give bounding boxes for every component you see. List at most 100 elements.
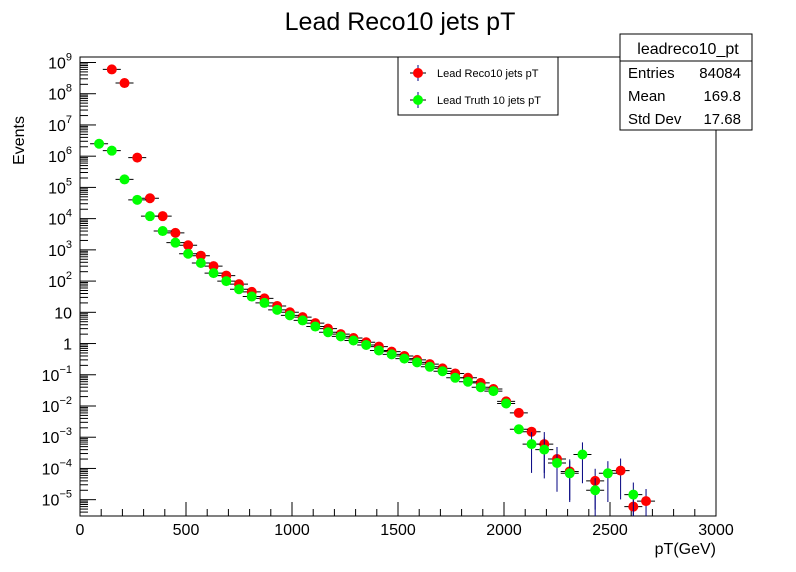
data-point <box>144 211 155 222</box>
data-point <box>373 345 384 356</box>
data-point <box>539 444 550 455</box>
legend-truth-marker <box>413 95 423 105</box>
stats-box-frame <box>619 33 753 131</box>
y-tick-label: 107 <box>48 114 72 135</box>
data-point <box>106 145 117 156</box>
data-point <box>450 372 461 383</box>
y-tick-label: 102 <box>48 270 72 291</box>
data-point <box>144 193 155 204</box>
data-point <box>170 227 181 238</box>
data-point <box>501 398 512 409</box>
data-point <box>475 382 486 393</box>
data-point <box>424 361 435 372</box>
data-point <box>552 457 562 468</box>
y-tick-label: 103 <box>48 239 72 260</box>
data-point <box>183 248 194 259</box>
legend-entry-truth: Lead Truth 10 jets pT <box>410 92 541 108</box>
data-point <box>297 315 308 326</box>
x-tick-label: 2500 <box>592 522 628 539</box>
data-point <box>259 297 270 308</box>
data-point <box>119 174 130 185</box>
data-point <box>132 152 143 163</box>
legend-reco-marker <box>413 68 423 78</box>
y-tick-label: 10 <box>54 305 72 322</box>
stats-row-label: Entries <box>628 65 675 82</box>
y-axis-title: Events <box>11 116 28 165</box>
data-point <box>119 78 130 89</box>
x-tick-label: 500 <box>173 522 200 539</box>
data-point <box>284 310 295 321</box>
data-point <box>335 331 346 342</box>
y-tick-label: 10−3 <box>42 426 72 447</box>
stats-row-label: Mean <box>628 88 666 105</box>
y-tick-label: 106 <box>48 145 72 166</box>
data-point <box>513 407 524 418</box>
data-point <box>323 327 334 338</box>
data-point <box>386 349 397 360</box>
y-tick-label: 104 <box>48 208 72 229</box>
data-point <box>526 426 537 437</box>
legend-truth-label: Lead Truth 10 jets pT <box>437 95 541 107</box>
data-point <box>94 138 105 149</box>
data-point <box>272 304 283 315</box>
data-point <box>221 276 232 287</box>
data-point <box>641 496 652 507</box>
y-tick-label: 10−5 <box>42 489 72 510</box>
data-point <box>564 468 575 479</box>
data-point <box>615 465 626 476</box>
x-axis-title: pT(GeV) <box>655 541 716 558</box>
data-point <box>310 321 321 332</box>
y-tick-label: 10−4 <box>42 457 72 478</box>
data-point <box>526 439 537 450</box>
stats-box: leadreco10_pt Entries 84084 Mean 169.8 S… <box>619 33 753 131</box>
chart-title: Lead Reco10 jets pT <box>285 8 516 36</box>
series-truth <box>90 138 643 516</box>
y-tick-label: 10−2 <box>42 395 72 416</box>
data-point <box>157 226 168 237</box>
y-tick-label: 1 <box>63 337 72 354</box>
data-point <box>246 291 257 302</box>
series-layer <box>90 64 656 516</box>
data-point <box>399 353 410 364</box>
x-tick-label: 3000 <box>698 522 734 539</box>
y-tick-label: 105 <box>48 176 72 197</box>
data-point <box>195 257 206 268</box>
legend: Lead Reco10 jets pT Lead Truth 10 jets p… <box>397 56 559 116</box>
stats-box-title: leadreco10_pt <box>637 41 739 58</box>
x-tick-label: 2000 <box>486 522 522 539</box>
data-point <box>132 194 143 205</box>
data-point <box>208 261 219 272</box>
data-point <box>157 211 168 222</box>
data-point <box>208 268 219 279</box>
stats-row-value: 169.8 <box>703 88 741 105</box>
stats-row-label: Std Dev <box>628 111 682 128</box>
data-point <box>183 240 194 251</box>
data-point <box>488 386 499 397</box>
y-tick-label: 10−1 <box>42 364 72 385</box>
y-tick-label: 108 <box>48 83 72 104</box>
data-point <box>602 468 613 479</box>
legend-entry-reco: Lead Reco10 jets pT <box>410 65 539 81</box>
x-axis: 0 500 1000 1500 2000 2500 3000 <box>76 502 734 539</box>
data-point <box>628 489 639 500</box>
y-axis: 10910810710610510410310210110−110−210−31… <box>42 51 96 517</box>
data-point <box>195 250 206 261</box>
data-point <box>437 366 448 377</box>
data-point <box>412 357 423 368</box>
stats-row-value: 17.68 <box>703 111 741 128</box>
legend-box <box>397 56 559 116</box>
data-point <box>361 339 372 350</box>
stats-row-value: 84084 <box>699 65 741 82</box>
data-point <box>106 64 117 75</box>
x-tick-label: 1500 <box>380 522 416 539</box>
data-point <box>462 376 473 387</box>
data-point <box>170 237 181 248</box>
data-point <box>577 449 588 460</box>
legend-reco-label: Lead Reco10 jets pT <box>437 68 539 80</box>
data-point <box>590 485 601 496</box>
y-tick-label: 109 <box>48 51 72 72</box>
data-point <box>234 284 244 295</box>
data-point <box>348 335 359 346</box>
data-point <box>513 424 524 435</box>
